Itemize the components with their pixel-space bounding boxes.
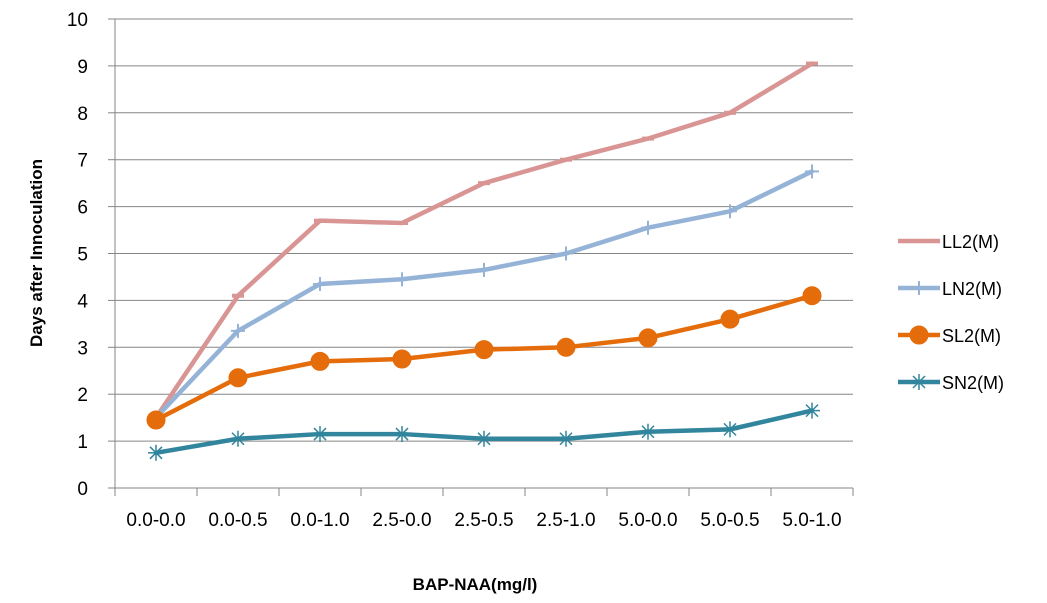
data-point	[638, 328, 658, 348]
data-point	[392, 349, 412, 369]
legend-item: LN2(M)	[898, 279, 1002, 299]
data-point	[559, 246, 573, 261]
data-point	[477, 262, 491, 277]
legend-item: LL2(M)	[898, 232, 999, 252]
legend-item: SL2(M)	[898, 325, 1001, 346]
legend: LL2(M) LN2(M) SL2(M) SN2(M)	[898, 232, 1004, 393]
legend-label: LN2(M)	[942, 279, 1002, 299]
data-point	[912, 281, 926, 295]
data-point	[476, 430, 492, 447]
y-tick-label: 0	[77, 479, 88, 500]
series-ln2-m	[149, 164, 819, 425]
marker-stroke	[149, 446, 163, 460]
data-point	[641, 220, 655, 235]
data-point	[146, 410, 166, 430]
y-tick-label: 1	[77, 432, 88, 453]
legend-item: SN2(M)	[898, 373, 1004, 393]
legend-label: SN2(M)	[942, 373, 1004, 393]
data-point	[909, 325, 929, 345]
x-axis-title: BAP-NAA(mg/l)	[413, 575, 538, 594]
data-point	[556, 337, 576, 357]
data-point	[231, 323, 245, 338]
x-tick-label: 5.0-0.0	[618, 510, 677, 531]
y-tick-label: 8	[77, 104, 88, 125]
gridlines	[115, 18, 853, 442]
y-tick-label: 9	[77, 57, 88, 78]
y-tick-label: 5	[77, 245, 88, 266]
axes	[108, 18, 854, 496]
data-point	[720, 309, 740, 329]
x-tick-label: 2.5-1.0	[536, 510, 595, 531]
data-point	[640, 423, 656, 440]
data-point	[805, 164, 819, 179]
data-point	[230, 430, 246, 447]
marker-stroke	[559, 432, 573, 446]
marker-stroke	[912, 375, 926, 389]
data-point	[310, 351, 330, 371]
series-lines	[146, 61, 822, 461]
series-line	[153, 169, 815, 420]
tick-labels: 0 1 2 3 4 5 6 7 8 9 10 0.0-0.0 0.0-0.5 0.0-1.0 2.5-0.0…	[67, 10, 842, 531]
legend-label: SL2(M)	[942, 326, 1001, 346]
x-tick-label: 0.0-1.0	[290, 510, 349, 531]
y-axis-title: Days after Innoculation	[27, 159, 46, 347]
data-point	[911, 374, 927, 390]
x-tick-label: 5.0-1.0	[782, 510, 841, 531]
data-point	[148, 444, 164, 461]
x-tick-label: 2.5-0.0	[372, 510, 431, 531]
data-point	[723, 204, 737, 219]
y-tick-label: 6	[77, 198, 88, 219]
y-tick-label: 7	[77, 151, 88, 172]
data-point	[312, 426, 328, 443]
marker-stroke	[313, 427, 327, 441]
legend-label: LL2(M)	[942, 232, 999, 252]
data-point	[395, 272, 409, 287]
marker-stroke	[477, 432, 491, 446]
series-sl2-m	[146, 286, 822, 430]
data-point	[313, 276, 327, 291]
series-sn2-m	[148, 402, 820, 461]
marker-stroke	[641, 425, 655, 439]
marker-stroke	[723, 422, 737, 436]
data-point	[804, 402, 820, 419]
data-point	[802, 286, 822, 306]
data-point	[228, 368, 248, 388]
series-line	[153, 61, 815, 420]
data-point	[394, 426, 410, 443]
x-tick-label: 2.5-0.5	[454, 510, 513, 531]
series-ll2-m	[150, 61, 818, 420]
x-tick-label: 5.0-0.5	[700, 510, 759, 531]
marker-stroke	[395, 427, 409, 441]
data-point	[722, 421, 738, 438]
y-tick-label: 4	[77, 291, 88, 312]
marker-stroke	[231, 432, 245, 446]
marker-stroke	[805, 404, 819, 418]
data-point	[558, 430, 574, 447]
y-tick-label: 2	[77, 385, 88, 406]
x-tick-label: 0.0-0.5	[208, 510, 267, 531]
y-tick-label: 3	[77, 338, 88, 359]
x-tick-label: 0.0-0.0	[126, 510, 185, 531]
y-tick-label: 10	[67, 10, 88, 31]
data-point	[474, 340, 494, 360]
